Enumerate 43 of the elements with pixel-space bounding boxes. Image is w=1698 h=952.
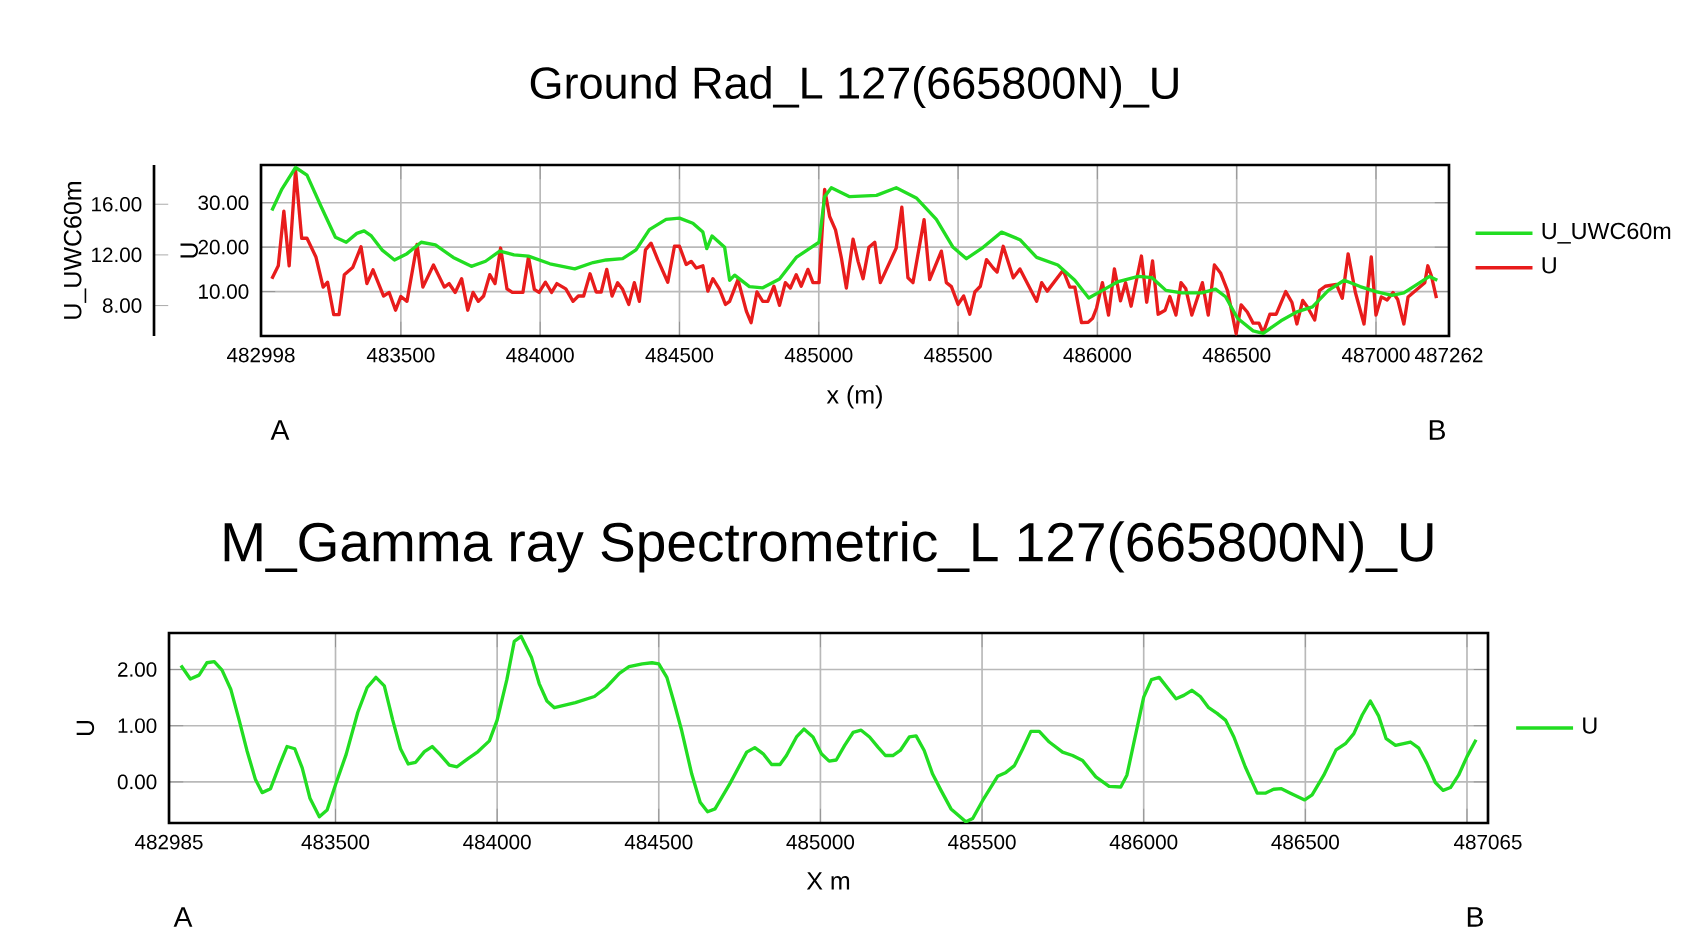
y-tick-label: 2.00 xyxy=(118,662,157,677)
y2-tick-label: 8.00 xyxy=(102,298,142,313)
y-tick-label: 30.00 xyxy=(198,195,249,211)
x-tick-label: 487262 xyxy=(1414,347,1483,363)
chart-title: M_Gamma ray Spectrometric_L 127(665800N)_U xyxy=(224,521,1433,573)
x-tick-label: 483500 xyxy=(366,347,435,363)
y-tick-label: 0.00 xyxy=(117,774,157,790)
x-tick-label: 486000 xyxy=(1109,834,1178,850)
text: A xyxy=(173,907,193,927)
legend-label: U xyxy=(1583,717,1597,734)
x-tick-label: 485000 xyxy=(784,347,853,363)
x-tick-label: 486500 xyxy=(1271,834,1339,850)
x-tick-label: 486000 xyxy=(1063,347,1132,363)
y-tick-label: 1.00 xyxy=(118,718,157,734)
x-axis-title: x (m) xyxy=(826,385,882,409)
y-tick-label: 10.00 xyxy=(199,284,249,299)
y-axis-title: U xyxy=(180,243,198,258)
x-axis-title: X m xyxy=(806,872,850,890)
x-tick-label: 486500 xyxy=(1202,347,1271,363)
x-tick-label: 482998 xyxy=(227,347,295,363)
x-tick-label: 482985 xyxy=(135,834,203,850)
legend-label: U_UWC60m xyxy=(1542,222,1671,244)
x-tick-label: 487065 xyxy=(1453,834,1522,850)
y-tick-label: 20.00 xyxy=(198,239,249,255)
text: B xyxy=(1467,907,1483,927)
legend-label: U xyxy=(1542,257,1556,274)
x-tick-label: 485500 xyxy=(924,347,992,363)
x-tick-label: 484500 xyxy=(645,347,714,363)
line-series xyxy=(179,634,1478,823)
x-tick-label: 487000 xyxy=(1341,347,1410,363)
x-tick-label: 485000 xyxy=(786,834,855,850)
y2-tick-label: 16.00 xyxy=(92,196,142,212)
chart-title: Ground Rad_L 127(665800N)_U xyxy=(530,66,1178,108)
x-tick-label: 484000 xyxy=(506,347,574,363)
y2-tick-label: 12.00 xyxy=(92,247,142,263)
x-tick-label: 484500 xyxy=(624,834,693,850)
text: B xyxy=(1429,420,1445,440)
x-tick-label: 484000 xyxy=(463,834,531,850)
x-tick-label: 483500 xyxy=(301,834,370,850)
text: A xyxy=(270,420,290,440)
y-axis-title: U xyxy=(76,720,95,736)
x-tick-label: 485500 xyxy=(948,834,1016,850)
y2-axis-title: U_UWC60m xyxy=(63,182,87,319)
